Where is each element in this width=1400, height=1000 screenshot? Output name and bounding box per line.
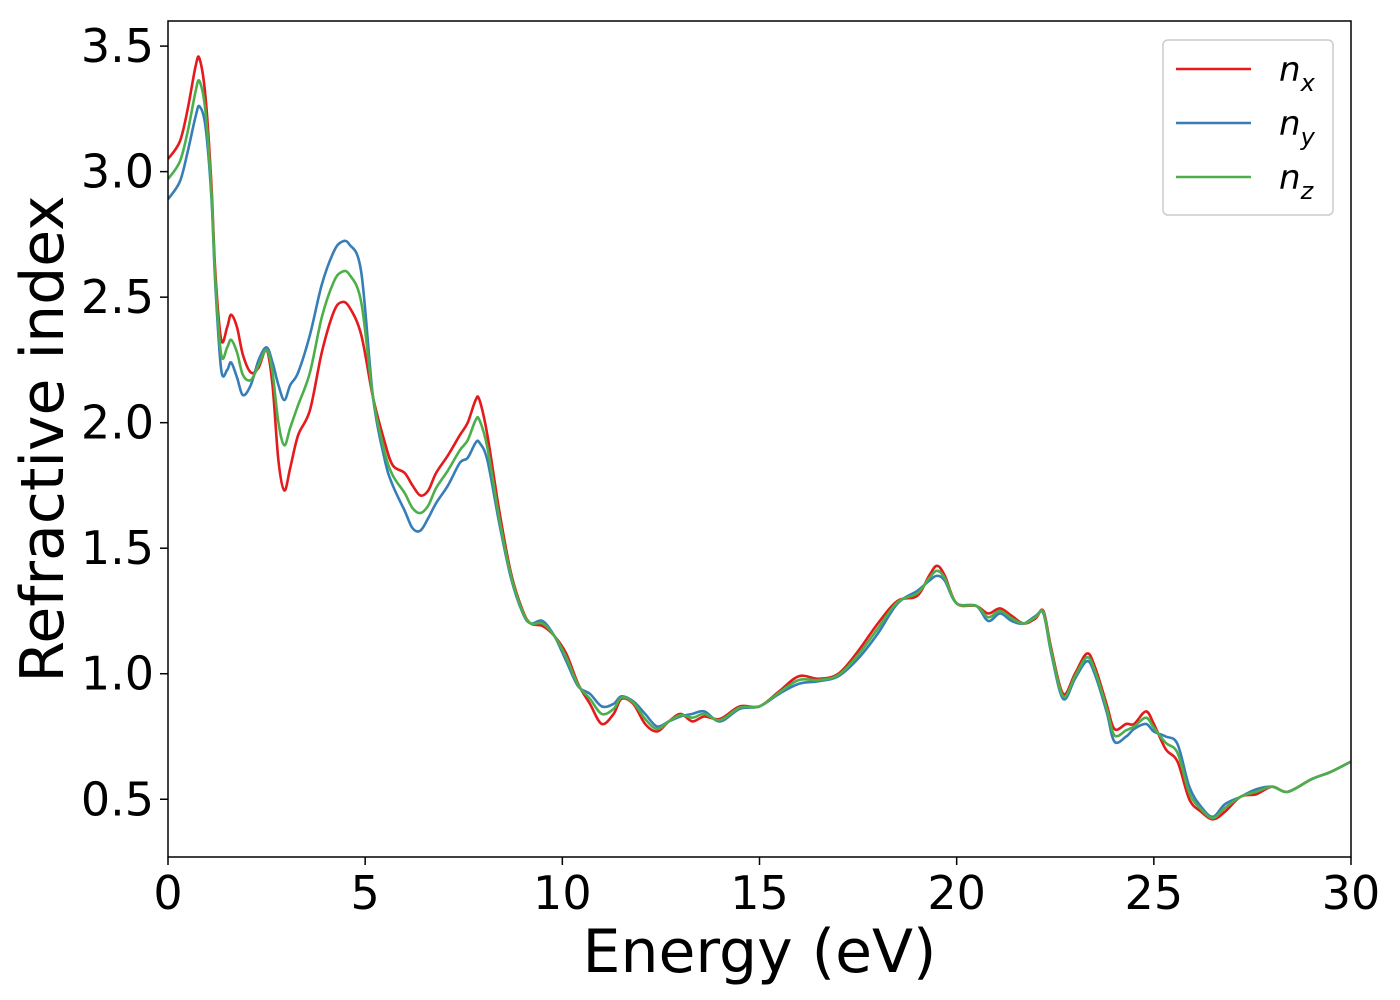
y-tick-label: 2.5 — [81, 270, 154, 324]
y-axis-ticks: 0.5 1.0 1.5 2.0 2.5 3.0 3.5 — [81, 19, 168, 826]
y-tick-label: 2.0 — [81, 396, 154, 450]
y-tick-label: 0.5 — [81, 772, 154, 826]
y-axis-label: Refractive index — [8, 195, 78, 682]
series-group — [168, 55, 1351, 821]
x-tick-label: 10 — [533, 866, 592, 920]
y-tick-label: 1.0 — [81, 647, 154, 701]
x-tick-label: 30 — [1322, 866, 1381, 920]
legend-label-x: nx — [1279, 50, 1316, 97]
legend-label-y: ny — [1279, 104, 1316, 151]
y-tick-label: 3.0 — [81, 145, 154, 199]
legend-label-z: nz — [1279, 158, 1315, 205]
x-tick-label: 0 — [153, 866, 182, 920]
x-tick-label: 5 — [351, 866, 380, 920]
x-axis-label: Energy (eV) — [583, 917, 937, 987]
x-tick-label: 20 — [927, 866, 986, 920]
y-tick-label: 3.5 — [81, 19, 154, 73]
x-tick-label: 15 — [730, 866, 789, 920]
x-axis-ticks: 0 5 10 15 20 25 30 — [153, 857, 1380, 920]
legend-box — [1162, 39, 1334, 216]
y-tick-label: 1.5 — [81, 521, 154, 575]
series-line-z — [168, 78, 1351, 820]
x-tick-label: 25 — [1125, 866, 1184, 920]
legend: nx ny nz — [1162, 39, 1334, 216]
